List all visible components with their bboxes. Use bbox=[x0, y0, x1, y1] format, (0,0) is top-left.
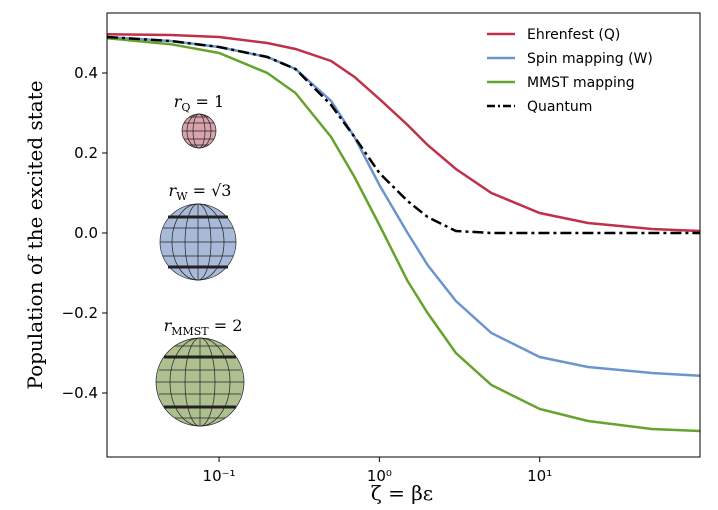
annotation: rMMST = 2 bbox=[164, 316, 243, 338]
series-line bbox=[107, 32, 700, 233]
legend-label: Quantum bbox=[527, 99, 592, 115]
x-tick-label: 10¹ bbox=[527, 467, 552, 485]
spheres bbox=[155, 113, 245, 427]
plot-area bbox=[107, 32, 700, 433]
annotation: rW = √3 bbox=[169, 181, 232, 203]
legend-label: MMST mapping bbox=[527, 75, 635, 91]
annotation-rhs: = 2 bbox=[209, 316, 243, 335]
annotation-base: r bbox=[174, 92, 183, 111]
y-tick-label: 0.4 bbox=[74, 64, 98, 82]
annotation-rhs: = √3 bbox=[188, 181, 232, 200]
annotation: rQ = 1 bbox=[174, 92, 224, 114]
series-line bbox=[107, 35, 700, 235]
legend-label: Spin mapping (W) bbox=[527, 51, 653, 67]
x-tick-label: 10⁻¹ bbox=[203, 467, 236, 485]
series-line bbox=[107, 36, 700, 433]
annotation-sub: MMST bbox=[171, 325, 209, 338]
x-axis-label: ζ = βε bbox=[371, 481, 433, 505]
annotation-sub: Q bbox=[181, 101, 190, 114]
legend-label: Ehrenfest (Q) bbox=[527, 27, 620, 43]
y-axis-label: Population of the excited state bbox=[23, 80, 47, 389]
plot-frame bbox=[106, 12, 701, 458]
y-tick-label: −0.4 bbox=[62, 384, 98, 402]
annotation-sub: W bbox=[176, 190, 188, 203]
x-tick-label: 10⁰ bbox=[367, 467, 392, 485]
annotation-base: r bbox=[164, 316, 173, 335]
y-tick-label: −0.2 bbox=[62, 304, 98, 322]
annotation-base: r bbox=[169, 181, 178, 200]
annotation-rhs: = 1 bbox=[190, 92, 224, 111]
y-tick-label: 0.0 bbox=[74, 224, 98, 242]
y-tick-label: 0.2 bbox=[74, 144, 98, 162]
